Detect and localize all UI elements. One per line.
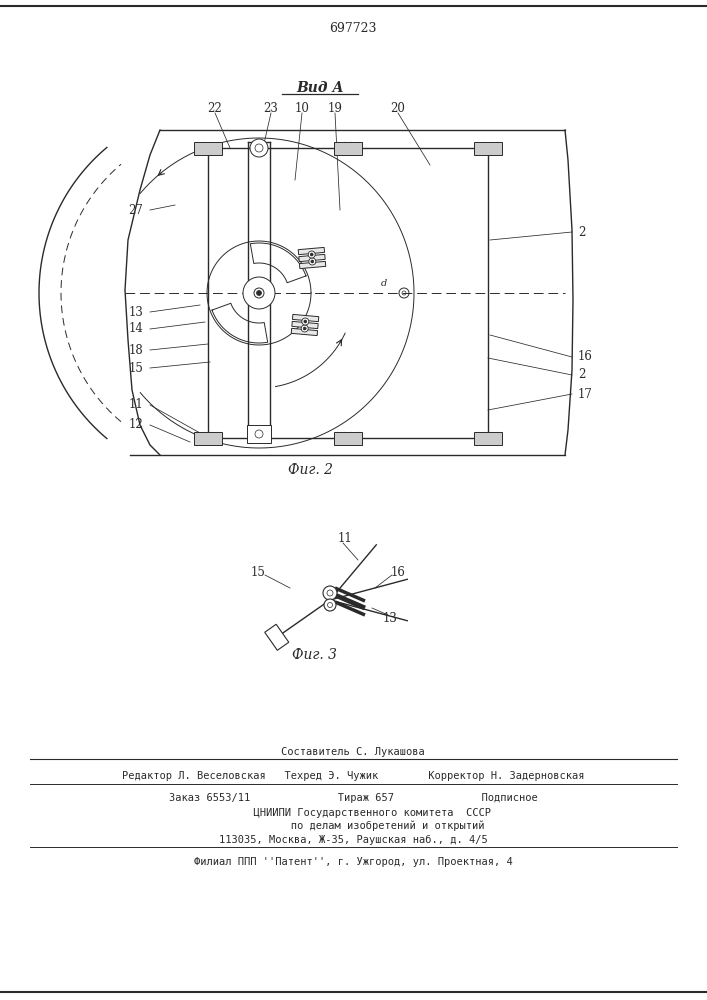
Text: Редактор Л. Веселовская   Техред Э. Чужик        Корректор Н. Задерновская: Редактор Л. Веселовская Техред Э. Чужик … — [122, 771, 584, 781]
Text: 19: 19 — [327, 102, 342, 114]
Text: 18: 18 — [128, 344, 143, 357]
Text: 2: 2 — [578, 226, 585, 238]
Text: 15: 15 — [128, 361, 143, 374]
Polygon shape — [291, 328, 317, 336]
Text: 22: 22 — [208, 102, 223, 114]
Polygon shape — [293, 314, 319, 322]
Polygon shape — [300, 261, 326, 269]
Circle shape — [308, 251, 315, 258]
Text: 13: 13 — [128, 306, 143, 318]
Circle shape — [254, 288, 264, 298]
Text: 13: 13 — [382, 611, 397, 624]
Text: 17: 17 — [578, 387, 593, 400]
Circle shape — [304, 320, 307, 323]
Text: Вид А: Вид А — [296, 81, 344, 95]
Circle shape — [301, 325, 308, 332]
Text: 14: 14 — [128, 322, 143, 336]
Text: 15: 15 — [250, 566, 265, 578]
Text: d: d — [381, 278, 387, 288]
Circle shape — [310, 253, 313, 256]
Bar — [194, 141, 222, 154]
Bar — [334, 141, 362, 154]
Text: по делам изобретений и открытий: по делам изобретений и открытий — [222, 821, 484, 831]
Bar — [474, 432, 502, 444]
Polygon shape — [292, 321, 318, 329]
Circle shape — [309, 258, 316, 265]
Circle shape — [250, 139, 268, 157]
Text: 27: 27 — [128, 204, 143, 217]
Bar — [334, 432, 362, 444]
Text: 16: 16 — [578, 351, 593, 363]
Circle shape — [311, 260, 314, 263]
Text: Фиг. 2: Фиг. 2 — [288, 463, 332, 477]
Text: 113035, Москва, Ж-35, Раушская наб., д. 4/5: 113035, Москва, Ж-35, Раушская наб., д. … — [218, 835, 487, 845]
Bar — [194, 432, 222, 444]
Text: 2: 2 — [578, 368, 585, 381]
Circle shape — [399, 288, 409, 298]
Text: ЦНИИПИ Государственного комитета  СССР: ЦНИИПИ Государственного комитета СССР — [216, 808, 491, 818]
Text: 697723: 697723 — [329, 21, 377, 34]
Circle shape — [243, 277, 275, 309]
Text: 11: 11 — [338, 532, 352, 544]
Bar — [247, 425, 271, 443]
Polygon shape — [298, 247, 325, 255]
Circle shape — [302, 318, 309, 325]
Text: 16: 16 — [390, 566, 405, 578]
Circle shape — [324, 599, 336, 611]
Text: Филиал ППП ''Патент'', г. Ужгород, ул. Проектная, 4: Филиал ППП ''Патент'', г. Ужгород, ул. П… — [194, 857, 513, 867]
Text: 20: 20 — [390, 102, 405, 114]
Text: 10: 10 — [295, 102, 310, 114]
Circle shape — [323, 586, 337, 600]
Text: Составитель С. Лукашова: Составитель С. Лукашова — [281, 747, 425, 757]
Text: Заказ 6553/11              Тираж 657              Подписное: Заказ 6553/11 Тираж 657 Подписное — [169, 793, 537, 803]
Bar — [474, 141, 502, 154]
Circle shape — [303, 327, 306, 330]
Text: 11: 11 — [128, 398, 143, 412]
Text: 23: 23 — [264, 102, 279, 114]
Polygon shape — [264, 624, 288, 650]
Circle shape — [257, 290, 262, 296]
Text: Фиг. 3: Фиг. 3 — [293, 648, 337, 662]
Text: 12: 12 — [128, 418, 143, 432]
Polygon shape — [299, 254, 325, 262]
